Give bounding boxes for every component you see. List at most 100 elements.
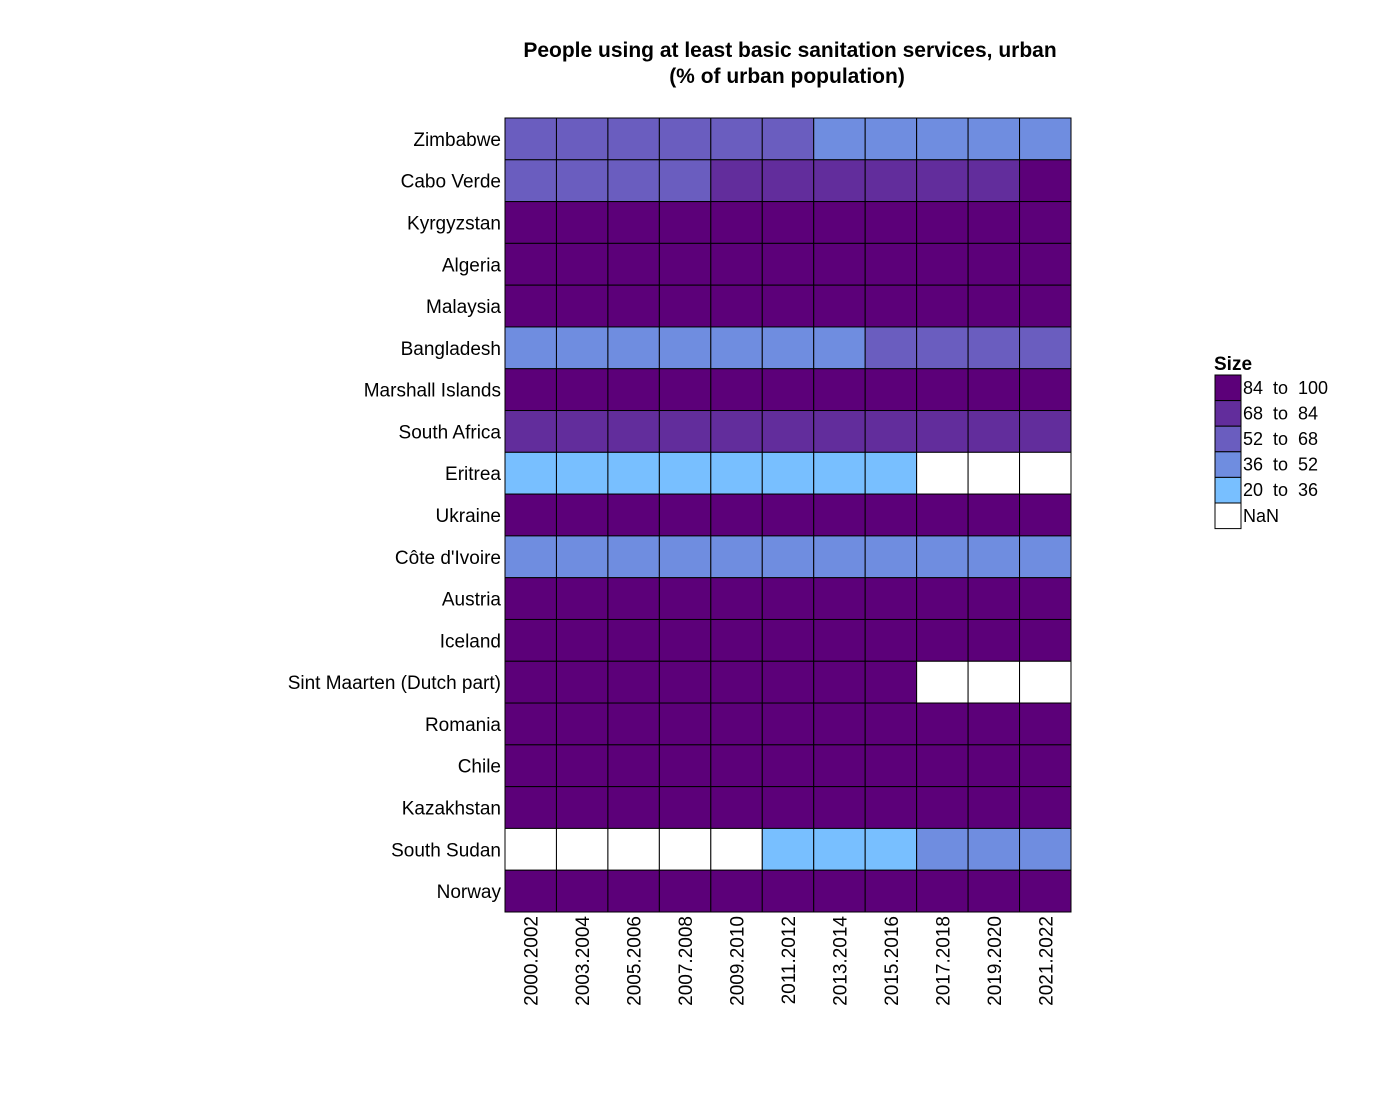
- column-label: 2013.2014: [830, 916, 851, 1006]
- heatmap-cell: [658, 786, 712, 829]
- heatmap-cell: [967, 201, 1021, 244]
- heatmap-cell: [967, 660, 1021, 704]
- heatmap-cell: [555, 242, 609, 286]
- heatmap-cell: [864, 535, 918, 579]
- heatmap-cell: [658, 201, 712, 244]
- heatmap-cell: [761, 869, 815, 913]
- heatmap-cell: [967, 326, 1021, 370]
- heatmap-cell: [864, 493, 918, 537]
- column-label: 2015.2016: [882, 916, 903, 1006]
- heatmap-cell: [607, 827, 660, 871]
- heatmap-cell: [658, 284, 712, 328]
- heatmap-cell: [864, 869, 918, 913]
- heatmap-cell: [504, 827, 557, 871]
- heatmap-cell: [813, 535, 866, 579]
- heatmap-cell: [658, 869, 712, 913]
- heatmap-cell: [1019, 410, 1072, 453]
- heatmap-cell: [658, 618, 712, 662]
- heatmap-cell: [916, 618, 969, 662]
- heatmap-cell: [555, 786, 609, 829]
- heatmap-cell: [607, 535, 660, 579]
- heatmap-cell: [864, 660, 918, 704]
- heatmap-cell: [813, 869, 866, 913]
- heatmap-cell: [916, 117, 969, 161]
- heatmap-cell: [658, 368, 712, 412]
- heatmap-cell: [607, 786, 660, 829]
- heatmap-cell: [504, 451, 557, 495]
- row-label: Malaysia: [426, 297, 501, 318]
- row-label: Romania: [425, 715, 501, 736]
- heatmap-cell: [813, 368, 866, 412]
- legend: Size 84 to 100 68 to 84 52 to 68 36 to 52 20…: [1214, 354, 1328, 530]
- heatmap-cell: [1019, 493, 1072, 537]
- heatmap-cell: [813, 493, 866, 537]
- heatmap-cell: [658, 451, 712, 495]
- heatmap-cell: [1019, 827, 1072, 871]
- heatmap-cell: [813, 410, 866, 453]
- heatmap-cell: [916, 702, 969, 746]
- heatmap-cell: [504, 869, 557, 913]
- heatmap-cell: [658, 326, 712, 370]
- heatmap-cell: [967, 827, 1021, 871]
- heatmap-cell: [761, 410, 815, 453]
- column-label: 2009.2010: [728, 916, 749, 1006]
- heatmap-cell: [1019, 326, 1072, 370]
- row-label: Kyrgyzstan: [407, 213, 501, 234]
- heatmap-cell: [504, 577, 557, 620]
- heatmap-cell: [607, 493, 660, 537]
- heatmap-cell: [967, 451, 1021, 495]
- column-labels: 2000.2002 2003.2004 2005.2006 2007.2008 2009…: [522, 916, 1058, 1006]
- row-label: Côte d'Ivoire: [395, 548, 501, 569]
- heatmap-cell: [710, 201, 763, 244]
- heatmap-cell: [1019, 117, 1072, 161]
- heatmap-cell: [813, 660, 866, 704]
- heatmap-cell: [916, 451, 969, 495]
- heatmap-cell: [864, 284, 918, 328]
- heatmap-cell: [1019, 869, 1072, 913]
- legend-label: NaN: [1243, 506, 1279, 526]
- heatmap-cell: [555, 702, 609, 746]
- heatmap-cell: [710, 660, 763, 704]
- heatmap-cell: [761, 242, 815, 286]
- heatmap-cell: [916, 326, 969, 370]
- heatmap-cell: [710, 159, 763, 203]
- heatmap-cell: [658, 242, 712, 286]
- heatmap-cell: [1019, 451, 1072, 495]
- heatmap-cell: [504, 117, 557, 161]
- row-label: Zimbabwe: [413, 130, 501, 151]
- heatmap-cell: [555, 869, 609, 913]
- heatmap-cell: [607, 326, 660, 370]
- heatmap-cell: [967, 117, 1021, 161]
- heatmap-cell: [761, 577, 815, 620]
- heatmap-cell: [504, 410, 557, 453]
- row-label: South Sudan: [391, 840, 501, 861]
- heatmap-cell: [710, 242, 763, 286]
- heatmap-cell: [555, 159, 609, 203]
- heatmap-cell: [761, 493, 815, 537]
- heatmap-cell: [1019, 577, 1072, 620]
- heatmap-cell: [761, 159, 815, 203]
- row-label: Sint Maarten (Dutch part): [288, 673, 501, 694]
- row-label: Norway: [437, 882, 502, 903]
- heatmap-cell: [864, 744, 918, 788]
- heatmap-cell: [967, 786, 1021, 829]
- heatmap-cell: [761, 744, 815, 788]
- heatmap-cell: [967, 535, 1021, 579]
- heatmap-cell: [761, 660, 815, 704]
- heatmap-cell: [607, 577, 660, 620]
- heatmap-cell: [916, 284, 969, 328]
- heatmap-cell: [967, 577, 1021, 620]
- column-label: 2021.2022: [1036, 916, 1057, 1006]
- heatmap-cell: [761, 618, 815, 662]
- heatmap-cell: [761, 451, 815, 495]
- heatmap-cell: [555, 117, 609, 161]
- heatmap-cell: [1019, 786, 1072, 829]
- heatmap-cell: [864, 201, 918, 244]
- legend-swatch: [1214, 476, 1242, 504]
- heatmap-cell: [555, 451, 609, 495]
- legend-label: 20 to 36: [1243, 480, 1318, 500]
- heatmap-cell: [967, 159, 1021, 203]
- heatmap-cell: [761, 284, 815, 328]
- heatmap-cell: [813, 827, 866, 871]
